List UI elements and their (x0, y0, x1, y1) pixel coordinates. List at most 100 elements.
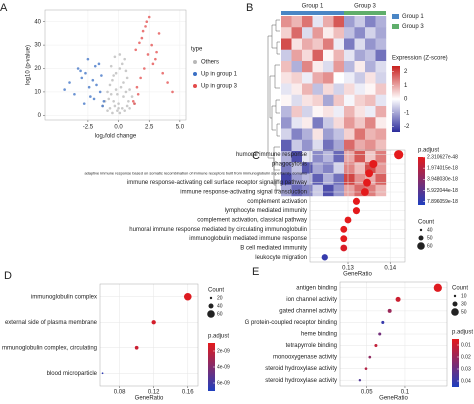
point (140, 36, 144, 40)
point (150, 43, 153, 47)
cell (354, 94, 366, 107)
point (128, 88, 131, 91)
point (134, 48, 138, 52)
cell (344, 162, 355, 174)
x-tick-label: 2.5 (145, 125, 154, 131)
point (116, 92, 119, 96)
cell (291, 38, 303, 50)
cell (291, 27, 303, 39)
cell (344, 106, 355, 118)
cell (312, 162, 324, 174)
size-legend-dot (208, 303, 214, 309)
cell (281, 83, 292, 95)
cell (375, 139, 387, 152)
color-legend-title: p.adjust (208, 334, 229, 340)
cell (365, 184, 376, 197)
cell (323, 16, 334, 28)
point (151, 62, 155, 66)
dot (134, 345, 139, 350)
panel-label: B (246, 2, 253, 14)
point (130, 95, 134, 98)
cell (365, 38, 376, 50)
cell (302, 162, 313, 174)
legend-label: Group 1 (402, 14, 424, 20)
cell (344, 173, 355, 185)
colorbar (452, 339, 459, 387)
x-axis-label: GeneRatio (135, 396, 164, 402)
point (118, 111, 122, 115)
cell (302, 83, 313, 95)
cell (291, 16, 303, 28)
cell (302, 49, 313, 62)
cell (354, 61, 366, 73)
colorbar-label: 6e-09 (217, 380, 230, 386)
dendrogram (267, 19, 280, 191)
point (113, 55, 117, 59)
cell (281, 94, 292, 107)
cell (312, 184, 324, 197)
point (106, 90, 109, 94)
cell (323, 49, 334, 62)
point (84, 71, 87, 75)
size-legend-dot (419, 228, 423, 232)
cell (281, 184, 292, 197)
cell (365, 83, 376, 95)
cell (302, 173, 313, 185)
cell (281, 49, 292, 62)
point (143, 67, 146, 70)
dot (358, 379, 362, 382)
point (95, 83, 98, 87)
dot (352, 207, 360, 215)
cell (354, 38, 366, 50)
point (68, 81, 71, 84)
size-legend-label: 10 (461, 293, 467, 299)
y-tick-label: 30 (34, 43, 41, 49)
plot-frame (339, 281, 448, 387)
cell (302, 117, 313, 129)
size-legend-title: Count (452, 286, 468, 292)
dot (340, 225, 348, 233)
size-legend-title: Count (418, 220, 434, 226)
point (125, 104, 129, 108)
category-label: antigen binding (296, 285, 337, 291)
point (100, 74, 103, 77)
cell (312, 151, 324, 163)
cell (354, 162, 366, 174)
dot (344, 216, 352, 224)
cell (365, 16, 376, 28)
point (144, 25, 147, 28)
cell (333, 106, 345, 118)
point (73, 92, 76, 96)
colorbar-label: 2.310627e-48 (427, 154, 458, 160)
cell (312, 94, 324, 107)
cell (354, 49, 366, 62)
point (122, 81, 125, 84)
point (109, 92, 113, 96)
cell (291, 139, 303, 152)
cell (375, 117, 387, 129)
panel-label: E (252, 266, 259, 278)
cell (333, 128, 345, 140)
category-label: steroid hydroxylase activity (265, 366, 337, 372)
x-axis-label: GeneRatio (343, 272, 372, 278)
cell (312, 117, 324, 129)
x-tick-label: 0.12 (148, 390, 160, 396)
legend-swatch (392, 24, 399, 29)
dot (381, 320, 385, 324)
cell (323, 83, 334, 95)
dot (387, 308, 392, 313)
colorbar-label: 0 (404, 97, 408, 103)
colorbar-label: -1 (404, 110, 410, 116)
point (161, 71, 165, 75)
cell (354, 184, 366, 197)
cell (323, 38, 334, 50)
cell (323, 162, 334, 174)
point (97, 62, 101, 66)
point (124, 69, 128, 73)
size-legend-label: 40 (217, 303, 223, 309)
cell (375, 151, 387, 163)
point (133, 102, 136, 105)
cell (312, 72, 324, 84)
colorbar (418, 157, 425, 205)
point (125, 76, 129, 80)
